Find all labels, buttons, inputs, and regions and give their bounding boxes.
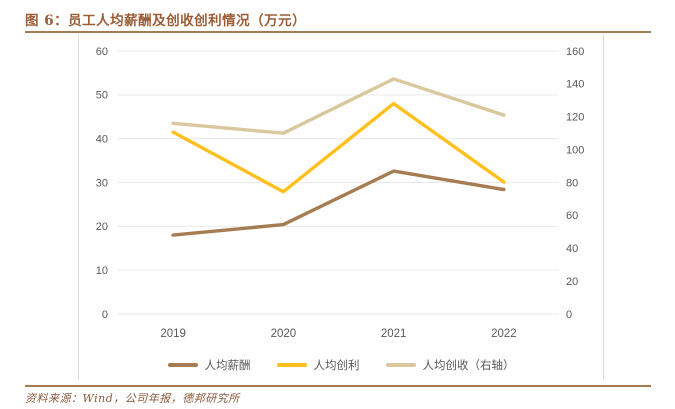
legend-label-1: 人均创利 xyxy=(313,360,360,372)
legend-item-2: 人均创收（右轴） xyxy=(385,357,515,373)
series-line-2 xyxy=(171,77,506,135)
x-axis-label: 2019 xyxy=(160,328,186,340)
line-chart: 0 10 20 30 40 50 60 0 20 40 60 80 100 120 140 160 2019 20… xyxy=(96,46,585,340)
left-axis-tick-label: 40 xyxy=(96,134,108,146)
series-line-0 xyxy=(171,169,506,237)
left-axis-tick-label: 10 xyxy=(96,265,108,277)
left-axis-tick-label: 0 xyxy=(102,309,108,321)
right-axis-tick-label: 160 xyxy=(566,46,584,58)
right-axis-tick-label: 20 xyxy=(566,276,578,288)
x-axis-label: 2020 xyxy=(271,328,297,340)
legend-label-0: 人均薪酬 xyxy=(204,360,251,372)
right-axis-tick-label: 0 xyxy=(566,309,572,321)
legend-swatch-1 xyxy=(276,363,307,367)
left-axis-tick-label: 60 xyxy=(96,46,108,58)
title-rule xyxy=(25,31,651,33)
bottom-rule xyxy=(25,385,651,387)
series-line-1 xyxy=(171,101,506,194)
right-axis-tick-label: 120 xyxy=(566,112,584,124)
x-axis-label: 2021 xyxy=(381,328,407,340)
chart-legend: 人均薪酬 人均创利 人均创收（右轴） xyxy=(79,355,603,375)
left-axis-tick-label: 30 xyxy=(96,177,108,189)
legend-item-0: 人均薪酬 xyxy=(167,357,251,373)
figure-title: 图 6：员工人均薪酬及创收创利情况（万元） xyxy=(25,13,307,29)
x-axis-label: 2022 xyxy=(491,328,517,340)
legend-swatch-2 xyxy=(385,363,416,367)
right-axis-tick-label: 140 xyxy=(566,79,584,91)
right-axis-tick-label: 80 xyxy=(566,177,578,189)
right-axis-tick-label: 60 xyxy=(566,210,578,222)
left-axis-tick-label: 50 xyxy=(96,90,108,102)
legend-swatch-0 xyxy=(167,363,198,367)
chart-area: 0 10 20 30 40 50 60 0 20 40 60 80 100 120 140 160 2019 20… xyxy=(78,34,604,380)
source-note: 资料来源：Wind，公司年报，德邦研究所 xyxy=(25,392,240,405)
legend-item-1: 人均创利 xyxy=(276,357,360,373)
legend-label-2: 人均创收（右轴） xyxy=(422,360,515,372)
left-axis-tick-label: 20 xyxy=(96,221,108,233)
right-axis-tick-label: 40 xyxy=(566,243,578,255)
right-axis-tick-label: 100 xyxy=(566,144,584,156)
